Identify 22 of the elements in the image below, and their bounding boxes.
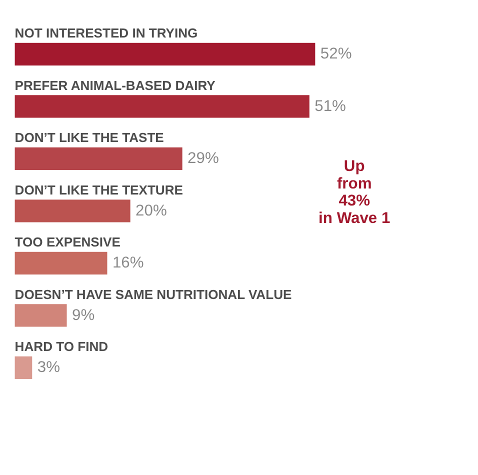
data-label: 9%: [72, 306, 95, 324]
bar: [14, 42, 316, 66]
y-tick-label: DON’T LIKE THE TASTE: [14, 130, 164, 146]
y-tick-label: TOO EXPENSIVE: [14, 234, 121, 250]
bar: [14, 200, 130, 222]
bar: [14, 252, 108, 274]
y-tick-label: DON’T LIKE THE TEXTURE: [14, 182, 184, 198]
y-tick-label: DOESN’T HAVE SAME NUTRITIONAL VALUE: [14, 286, 292, 302]
bar: [14, 147, 182, 170]
data-label: 29%: [188, 150, 219, 168]
data-label: 3%: [37, 359, 60, 376]
y-tick-label: PREFER ANIMAL-BASED DAIRY: [14, 78, 216, 93]
data-label: 20%: [136, 202, 167, 220]
data-label: 16%: [112, 254, 144, 272]
data-label: 51%: [314, 98, 346, 115]
bar: [14, 95, 310, 118]
y-tick-label: HARD TO FIND: [14, 339, 108, 354]
text: Up from 43% in Wave 1: [318, 158, 390, 228]
y-tick-label: NOT INTERESTED IN TRYING: [14, 26, 198, 41]
bar: [14, 304, 67, 327]
data-label: 52%: [320, 46, 352, 63]
bar: [14, 356, 32, 379]
